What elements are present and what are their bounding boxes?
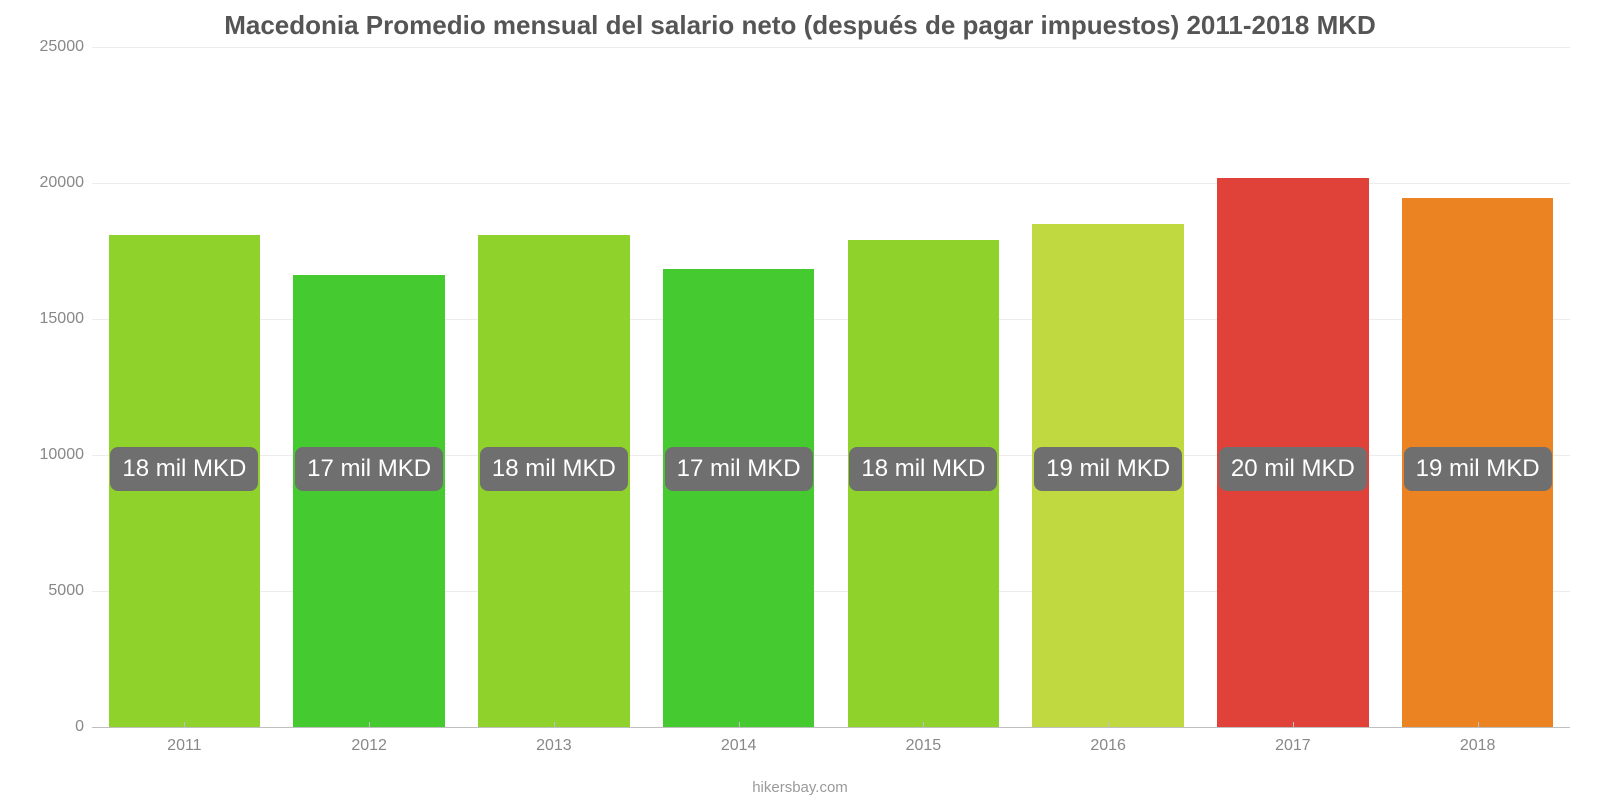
chart-title: Macedonia Promedio mensual del salario n… (20, 10, 1580, 41)
x-tick-label: 2018 (1385, 737, 1570, 755)
x-tick-label: 2011 (92, 737, 277, 755)
y-tick-label: 0 (20, 718, 84, 736)
bar-slot: 19 mil MKD (1385, 47, 1570, 727)
source-attribution: hikersbay.com (0, 779, 1600, 796)
plot-area: 0500010000150002000025000 18 mil MKD17 m… (20, 47, 1580, 727)
x-tick-label: 2017 (1201, 737, 1386, 755)
x-tick-label: 2015 (831, 737, 1016, 755)
x-tick-label: 2013 (462, 737, 647, 755)
bars-container: 18 mil MKD 17 mil MKD 18 mil MKD 17 mil MKD… (92, 47, 1570, 727)
bar-slot: 18 mil MKD (462, 47, 647, 727)
bar-chart: Macedonia Promedio mensual del salario n… (0, 0, 1600, 800)
y-axis: 0500010000150002000025000 (20, 47, 92, 727)
bar-slot: 19 mil MKD (1016, 47, 1201, 727)
bar-value-label: 17 mil MKD (665, 447, 813, 491)
y-tick-label: 25000 (20, 38, 84, 56)
baseline (92, 727, 1570, 728)
bar (293, 275, 444, 727)
bar-slot: 18 mil MKD (831, 47, 1016, 727)
bar-value-label: 18 mil MKD (849, 447, 997, 491)
bar-slot: 17 mil MKD (277, 47, 462, 727)
bar-value-label: 18 mil MKD (480, 447, 628, 491)
x-axis: 20112012201320142015201620172018 (92, 737, 1570, 755)
x-tick-label: 2012 (277, 737, 462, 755)
bar (663, 269, 814, 727)
bar-value-label: 19 mil MKD (1034, 447, 1182, 491)
bar-value-label: 18 mil MKD (110, 447, 258, 491)
bar-slot: 18 mil MKD (92, 47, 277, 727)
bar-value-label: 19 mil MKD (1404, 447, 1552, 491)
bar-slot: 20 mil MKD (1201, 47, 1386, 727)
bar-value-label: 17 mil MKD (295, 447, 443, 491)
bar-value-label: 20 mil MKD (1219, 447, 1367, 491)
y-tick-label: 15000 (20, 310, 84, 328)
x-tick-label: 2014 (646, 737, 831, 755)
bar-slot: 17 mil MKD (646, 47, 831, 727)
y-tick-label: 5000 (20, 582, 84, 600)
y-tick-label: 10000 (20, 446, 84, 464)
x-tick-label: 2016 (1016, 737, 1201, 755)
y-tick-label: 20000 (20, 174, 84, 192)
